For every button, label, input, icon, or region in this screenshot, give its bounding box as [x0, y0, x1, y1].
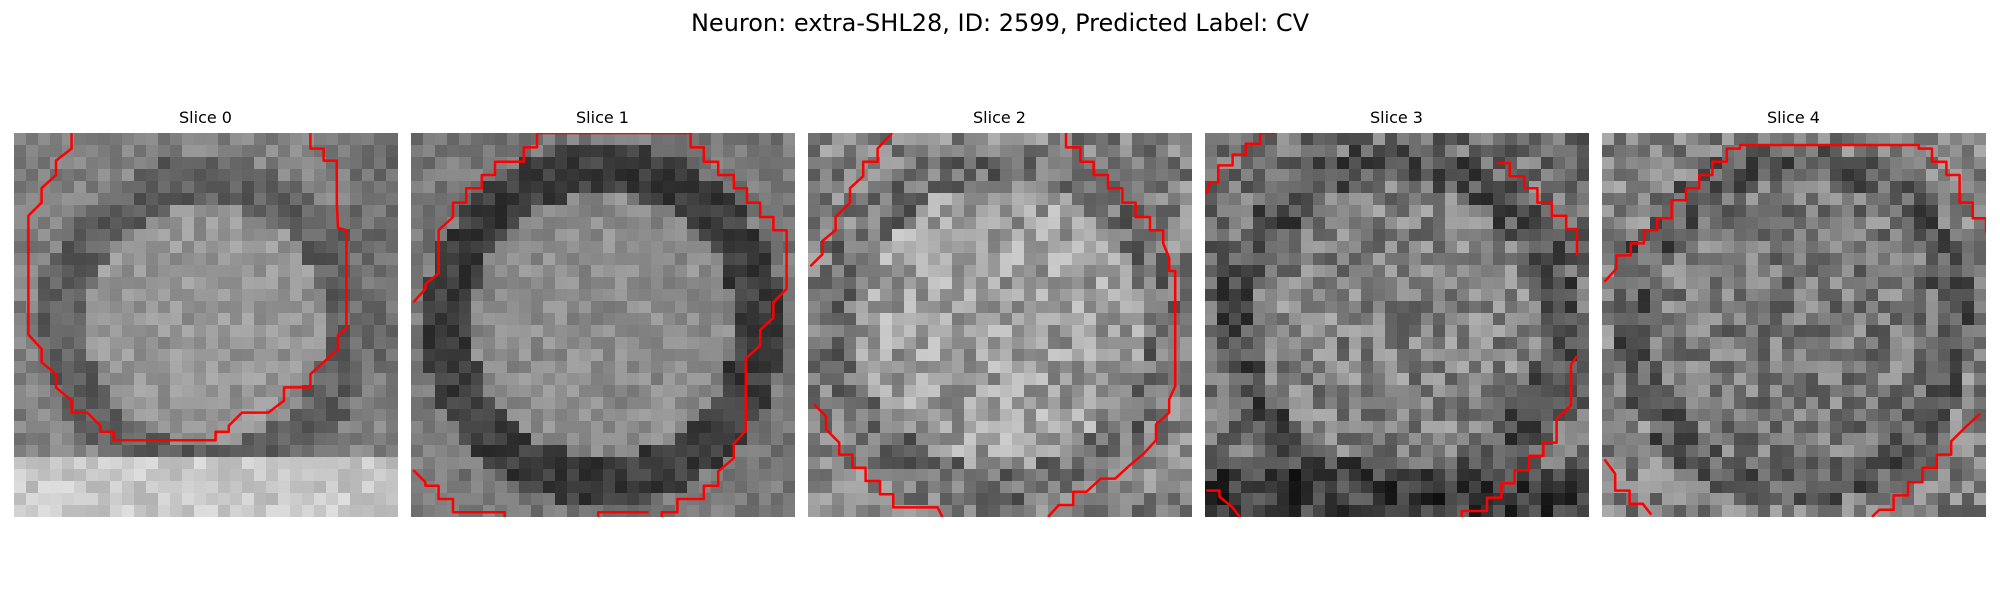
slice-panel-0: Slice 0	[14, 108, 398, 517]
slice-panel-2: Slice 2	[808, 108, 1192, 517]
slice-title: Slice 0	[179, 108, 232, 127]
roi-contour	[412, 469, 506, 517]
roi-contour	[809, 133, 893, 268]
slice-panel-4: Slice 4	[1602, 108, 1986, 517]
roi-contour	[1047, 133, 1177, 517]
slice-title: Slice 3	[1370, 108, 1423, 127]
roi-contour	[1205, 133, 1275, 195]
slice-title: Slice 4	[1767, 108, 1820, 127]
slice-image	[808, 133, 1192, 517]
slice-image	[411, 133, 795, 517]
roi-contour	[596, 510, 649, 517]
roi-contour	[1603, 458, 1653, 516]
roi-contour	[1460, 355, 1579, 517]
roi-contour	[1871, 412, 1981, 517]
slice-image	[1205, 133, 1589, 517]
figure-title: Neuron: extra-SHL28, ID: 2599, Predicted…	[690, 9, 1310, 37]
roi-contour	[1206, 489, 1241, 517]
roi-contour	[1496, 161, 1579, 256]
slice-panel-3: Slice 3	[1205, 108, 1589, 517]
roi-contour	[1603, 143, 1986, 283]
slice-title: Slice 2	[973, 108, 1026, 127]
roi-contour	[813, 403, 944, 517]
roi-contour	[27, 133, 348, 442]
slice-panel-1: Slice 1	[411, 108, 795, 517]
roi-contour	[412, 133, 788, 517]
slice-title: Slice 1	[576, 108, 629, 127]
slice-image	[14, 133, 398, 517]
slice-image	[1602, 133, 1986, 517]
